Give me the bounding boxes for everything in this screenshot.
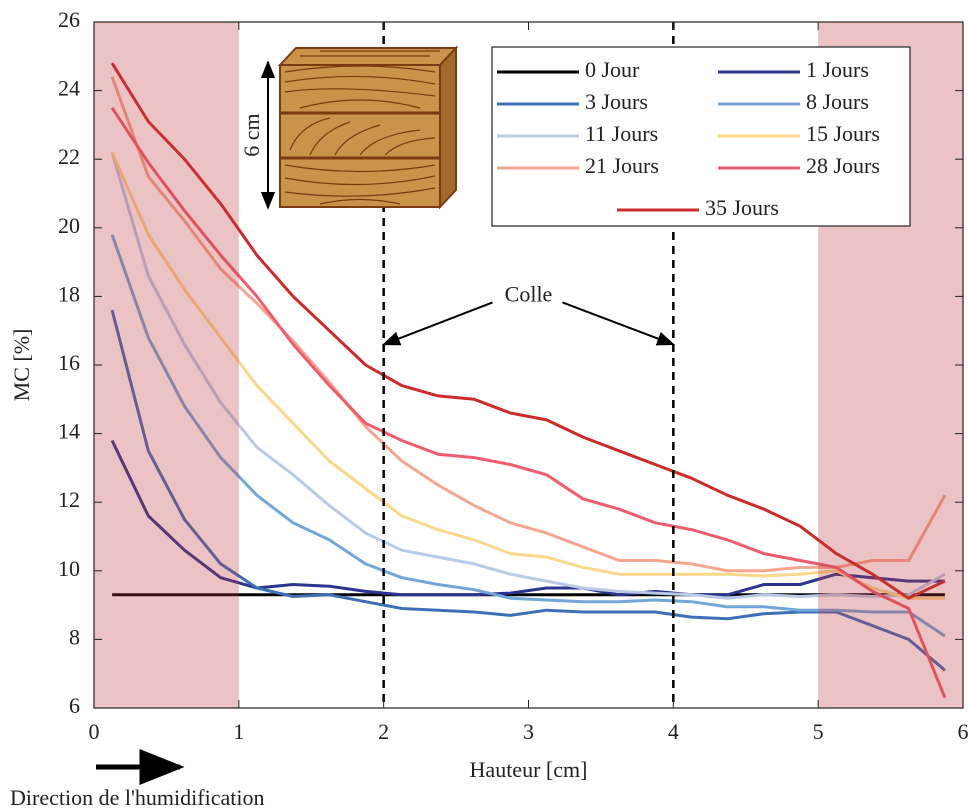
x-tick-label: 6 (958, 719, 969, 744)
annotation-arrow (562, 301, 676, 346)
direction-label: Direction de l'humidification (10, 785, 264, 809)
legend-label: 21 Jours (585, 153, 659, 178)
legend-label: 3 Jours (585, 89, 648, 114)
y-tick-label: 6 (69, 693, 80, 718)
y-tick-label: 8 (69, 624, 80, 649)
shaded-region (94, 22, 239, 708)
y-axis-label: MC [%] (9, 329, 34, 402)
x-axis-label: Hauteur [cm] (470, 757, 588, 782)
x-tick-label: 5 (813, 719, 824, 744)
series-line (110, 62, 946, 600)
legend-label: 11 Jours (585, 121, 658, 146)
series-line (110, 151, 946, 600)
x-tick-label: 0 (89, 719, 100, 744)
x-tick-label: 2 (378, 719, 389, 744)
legend-label: 35 Jours (705, 195, 779, 220)
annotation-arrow (381, 301, 493, 346)
y-tick-label: 18 (58, 281, 80, 306)
y-tick-label: 24 (58, 76, 80, 101)
series-line (110, 106, 947, 699)
legend: 0 Jour 1 Jours 3 Jours 8 Jours 11 Jours 15 Jo… (491, 46, 911, 227)
y-tick-label: 16 (58, 350, 80, 375)
y-tick-label: 22 (58, 144, 80, 169)
legend-label: 15 Jours (806, 121, 880, 146)
x-tick-label: 1 (233, 719, 244, 744)
series-line (110, 439, 945, 597)
series-line (110, 309, 946, 672)
wood-inset: 6 cm (239, 45, 459, 210)
series-line (110, 234, 946, 638)
annotation-text: Colle (505, 281, 553, 306)
x-tick-label: 3 (523, 719, 534, 744)
x-tick-label: 4 (668, 719, 679, 744)
legend-label: 8 Jours (806, 89, 869, 114)
y-tick-label: 26 (58, 7, 80, 32)
y-tick-label: 12 (58, 487, 80, 512)
legend-label: 28 Jours (806, 153, 880, 178)
plot-lines (110, 62, 947, 699)
legend-label: 1 Jours (806, 57, 869, 82)
series-line (110, 76, 947, 573)
y-tick-label: 10 (58, 556, 80, 581)
y-tick-label: 14 (58, 419, 80, 444)
y-tick-label: 20 (58, 213, 80, 238)
series-line (110, 151, 945, 600)
inset-label: 6 cm (239, 113, 264, 156)
legend-label: 0 Jour (585, 57, 640, 82)
